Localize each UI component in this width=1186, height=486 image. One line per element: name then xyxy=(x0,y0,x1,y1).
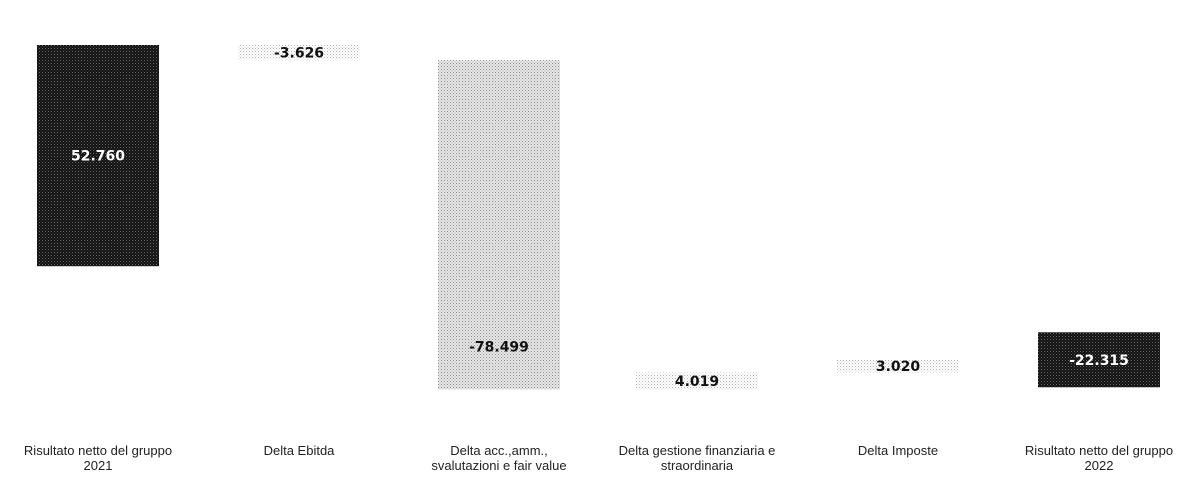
value-label-4: 4.019 xyxy=(675,374,719,390)
category-label-6: Risultato netto del gruppo 2022 xyxy=(1025,443,1173,473)
value-label-2: -3.626 xyxy=(274,46,324,62)
bar-1 xyxy=(37,45,159,267)
category-labels-layer: Risultato netto del gruppo 2021 Delta Ebit… xyxy=(24,443,1173,473)
value-label-3: -78.499 xyxy=(469,339,529,355)
category-label-1: Risultato netto del gruppo 2021 xyxy=(24,443,172,473)
value-label-5: 3.020 xyxy=(876,359,921,375)
bar-4 xyxy=(636,372,758,390)
category-label-4: Delta gestione finanziaria e straordinari… xyxy=(619,443,776,473)
bar-5 xyxy=(837,359,959,373)
category-label-2: Delta Ebitda xyxy=(264,443,336,458)
bar-2 xyxy=(238,45,360,61)
category-label-3: Delta acc.,amm., svalutazioni e fair valu… xyxy=(431,443,566,473)
bar-3 xyxy=(438,60,560,390)
value-labels-layer: 52.760 -3.626 -78.499 4.019 3.020 -22.315 xyxy=(71,46,1129,390)
value-label-6: -22.315 xyxy=(1069,353,1129,369)
bars-layer xyxy=(37,45,1160,390)
category-label-5: Delta Imposte xyxy=(858,443,938,458)
value-label-1: 52.760 xyxy=(71,149,125,165)
bar-6 xyxy=(1038,332,1160,388)
